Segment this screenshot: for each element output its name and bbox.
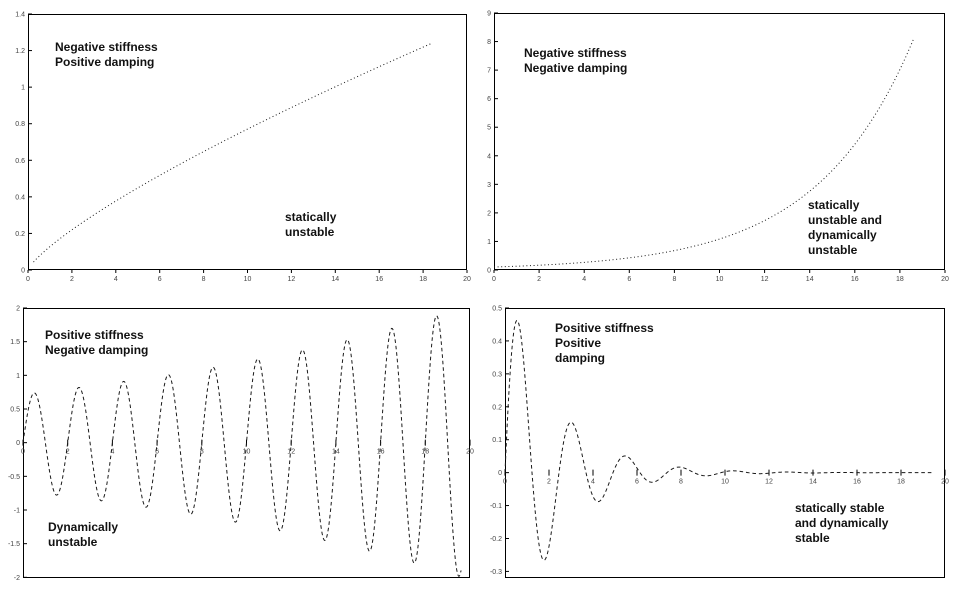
svg-text:2: 2 (70, 276, 74, 283)
stability-label-tl: statically unstable (285, 210, 337, 239)
svg-text:4: 4 (487, 153, 491, 160)
svg-text:0.3: 0.3 (492, 371, 502, 378)
svg-text:-1: -1 (14, 507, 20, 514)
svg-text:4: 4 (591, 479, 595, 486)
stability-label-br: statically stable and dynamically stable (795, 501, 889, 545)
svg-text:0.4: 0.4 (15, 194, 25, 201)
svg-text:8: 8 (672, 276, 676, 283)
svg-text:0: 0 (492, 276, 496, 283)
svg-text:20: 20 (941, 276, 949, 283)
svg-text:20: 20 (941, 479, 949, 486)
svg-text:6: 6 (487, 96, 491, 103)
svg-text:20: 20 (463, 276, 471, 283)
svg-text:0.5: 0.5 (10, 406, 20, 413)
svg-text:0.8: 0.8 (15, 121, 25, 128)
svg-text:0: 0 (26, 276, 30, 283)
svg-text:4: 4 (110, 449, 114, 456)
svg-text:7: 7 (487, 68, 491, 75)
svg-text:18: 18 (897, 479, 905, 486)
svg-text:10: 10 (243, 449, 251, 456)
svg-text:12: 12 (761, 276, 769, 283)
svg-text:2: 2 (66, 449, 70, 456)
svg-text:18: 18 (421, 449, 429, 456)
svg-text:9: 9 (487, 11, 491, 18)
svg-text:0.2: 0.2 (492, 404, 502, 411)
svg-text:4: 4 (582, 276, 586, 283)
svg-text:3: 3 (487, 182, 491, 189)
svg-text:8: 8 (487, 39, 491, 46)
svg-text:14: 14 (331, 276, 339, 283)
svg-text:10: 10 (721, 479, 729, 486)
stability-label-tr: statically unstable and dynamically unst… (808, 198, 883, 257)
svg-text:16: 16 (375, 276, 383, 283)
svg-text:1.2: 1.2 (15, 48, 25, 55)
svg-text:1.4: 1.4 (15, 12, 25, 19)
svg-text:16: 16 (851, 276, 859, 283)
condition-label-br: Positive stiffness Positive damping (555, 321, 654, 365)
svg-text:5: 5 (487, 125, 491, 132)
condition-label-tl: Negative stiffness Positive damping (55, 40, 158, 69)
svg-text:18: 18 (896, 276, 904, 283)
svg-text:0.6: 0.6 (15, 158, 25, 165)
svg-text:2: 2 (537, 276, 541, 283)
svg-text:6: 6 (155, 449, 159, 456)
svg-text:-1.5: -1.5 (8, 541, 20, 548)
svg-text:12: 12 (288, 276, 296, 283)
svg-text:14: 14 (806, 276, 814, 283)
svg-text:18: 18 (419, 276, 427, 283)
svg-text:-0.3: -0.3 (490, 569, 502, 576)
svg-text:12: 12 (765, 479, 773, 486)
svg-text:0: 0 (21, 268, 25, 275)
svg-text:2: 2 (16, 306, 20, 313)
svg-text:12: 12 (287, 449, 295, 456)
condition-label-tr: Negative stiffness Negative damping (524, 46, 628, 75)
svg-text:2: 2 (487, 210, 491, 217)
svg-text:0: 0 (503, 479, 507, 486)
svg-text:4: 4 (114, 276, 118, 283)
svg-text:20: 20 (466, 449, 474, 456)
plot-positive-stiffness-negative-damping: 2 1.5 1 0.5 0 -0.5 -1 -1.5 -2 0 2 4 6 8 10 12 14 16 18 20 (0, 296, 480, 592)
svg-text:1.5: 1.5 (10, 339, 20, 346)
svg-text:1: 1 (16, 373, 20, 380)
svg-text:-0.5: -0.5 (8, 474, 20, 481)
svg-text:14: 14 (332, 449, 340, 456)
svg-text:2: 2 (547, 479, 551, 486)
svg-text:6: 6 (158, 276, 162, 283)
svg-text:0: 0 (16, 440, 20, 447)
svg-text:-2: -2 (14, 575, 20, 582)
stability-label-bl: Dynamically unstable (48, 520, 119, 549)
condition-label-bl: Positive stiffness Negative damping (45, 328, 149, 357)
svg-text:0.4: 0.4 (492, 338, 502, 345)
plot-negative-stiffness-negative-damping: 0 1 2 3 4 5 6 7 8 9 0 2 4 6 8 10 12 14 16 18 20 (480, 0, 960, 296)
svg-text:8: 8 (202, 276, 206, 283)
svg-text:16: 16 (377, 449, 385, 456)
svg-text:0.2: 0.2 (15, 231, 25, 238)
svg-text:6: 6 (627, 276, 631, 283)
svg-text:0.5: 0.5 (492, 306, 502, 313)
svg-text:0: 0 (498, 470, 502, 477)
svg-text:1: 1 (487, 239, 491, 246)
svg-text:0: 0 (487, 268, 491, 275)
svg-text:6: 6 (635, 479, 639, 486)
svg-text:14: 14 (809, 479, 817, 486)
svg-text:10: 10 (244, 276, 252, 283)
plot-negative-stiffness-positive-damping: 0 0.2 0.4 0.6 0.8 1 1.2 1.4 0 2 4 6 8 10 12 14 16 18 20 (0, 0, 480, 296)
svg-text:10: 10 (716, 276, 724, 283)
svg-text:8: 8 (679, 479, 683, 486)
svg-text:-0.2: -0.2 (490, 536, 502, 543)
svg-text:-0.1: -0.1 (490, 503, 502, 510)
plot-positive-stiffness-positive-damping: 0.5 0.4 0.3 0.2 0.1 0 -0.1 -0.2 -0.3 0 2 4 6 8 10 12 14 1… (480, 296, 960, 592)
svg-text:1: 1 (21, 85, 25, 92)
svg-text:0: 0 (21, 449, 25, 456)
svg-text:0.1: 0.1 (492, 437, 502, 444)
svg-text:16: 16 (853, 479, 861, 486)
svg-text:8: 8 (200, 449, 204, 456)
